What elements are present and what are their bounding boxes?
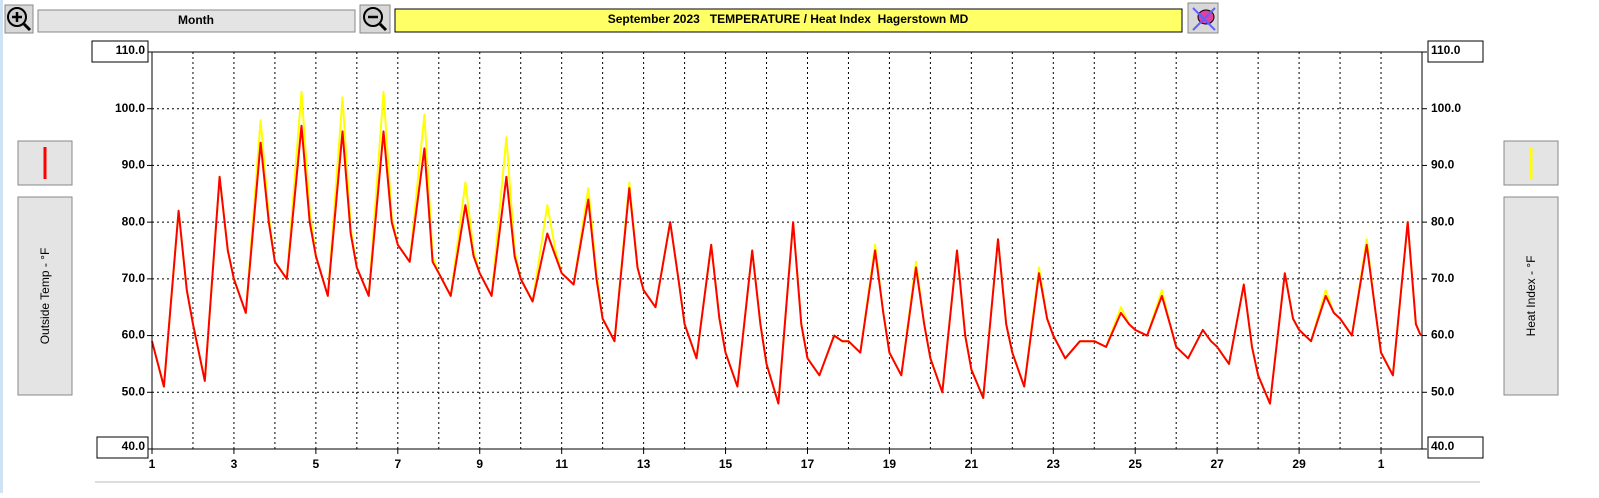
title-bar — [394, 8, 1183, 33]
x-tick-label: 25 — [1129, 457, 1143, 471]
clear-icon[interactable] — [1187, 2, 1219, 34]
plot-area — [152, 52, 1422, 449]
ylabel-button[interactable] — [17, 196, 73, 396]
x-tick-label: 13 — [637, 457, 651, 471]
x-tick-label: 3 — [231, 457, 238, 471]
x-tick-label: 29 — [1292, 457, 1306, 471]
y-tick-label: 40.0 — [122, 439, 146, 453]
x-tick-label: 11 — [555, 457, 568, 471]
x-tick-label: 19 — [883, 457, 897, 471]
y-tick-label: 80.0 — [122, 214, 146, 228]
y-tick-label: 60.0 — [122, 328, 146, 342]
x-tick-label: 9 — [476, 457, 483, 471]
zoom-out[interactable] — [359, 4, 391, 34]
x-tick-label: 21 — [965, 457, 979, 471]
y-tick-label: 50.0 — [122, 384, 146, 398]
y2-tick-label: 50.0 — [1431, 384, 1455, 398]
y2-tick-label: 40.0 — [1431, 439, 1455, 453]
y2label-button[interactable] — [1503, 196, 1559, 396]
y2-axis-label: Heat Index - °F — [1524, 256, 1538, 337]
right-tick-box — [1427, 436, 1484, 459]
zoom-in[interactable] — [4, 4, 34, 34]
plot-border — [151, 51, 1423, 450]
x-tick-label: 7 — [394, 457, 401, 471]
y2-tick-label: 90.0 — [1431, 158, 1455, 172]
chart-title: September 2023 TEMPERATURE / Heat Index … — [608, 12, 969, 26]
x-tick-label: 15 — [719, 457, 733, 471]
x-tick-label: 1 — [1378, 457, 1385, 471]
y2-tick-label: 70.0 — [1431, 271, 1455, 285]
y2-tick-label: 100.0 — [1431, 101, 1461, 115]
y-axis-label: Outside Temp - °F — [38, 248, 52, 345]
period-button[interactable] — [37, 9, 356, 33]
window-edge — [0, 0, 3, 493]
y-tick-label: 110.0 — [116, 43, 146, 57]
y2-tick-label: 60.0 — [1431, 328, 1455, 342]
period-button-label: Month — [178, 13, 214, 27]
y-tick-label: 100.0 — [115, 101, 145, 115]
y-tick-label: 70.0 — [122, 271, 146, 285]
x-tick-label: 17 — [801, 457, 815, 471]
x-tick-label: 5 — [313, 457, 320, 471]
x-tick-label: 27 — [1210, 457, 1224, 471]
y2-tick-label: 110.0 — [1431, 43, 1461, 57]
right-tick-box — [1427, 40, 1484, 63]
y-tick-label: 90.0 — [122, 158, 146, 172]
left-tick-box — [96, 436, 149, 459]
left-tick-box — [91, 40, 149, 63]
series-line — [151, 124, 1422, 405]
x-tick-label: 23 — [1047, 457, 1061, 471]
x-tick-label: 1 — [149, 457, 156, 471]
y2-tick-label: 80.0 — [1431, 214, 1455, 228]
